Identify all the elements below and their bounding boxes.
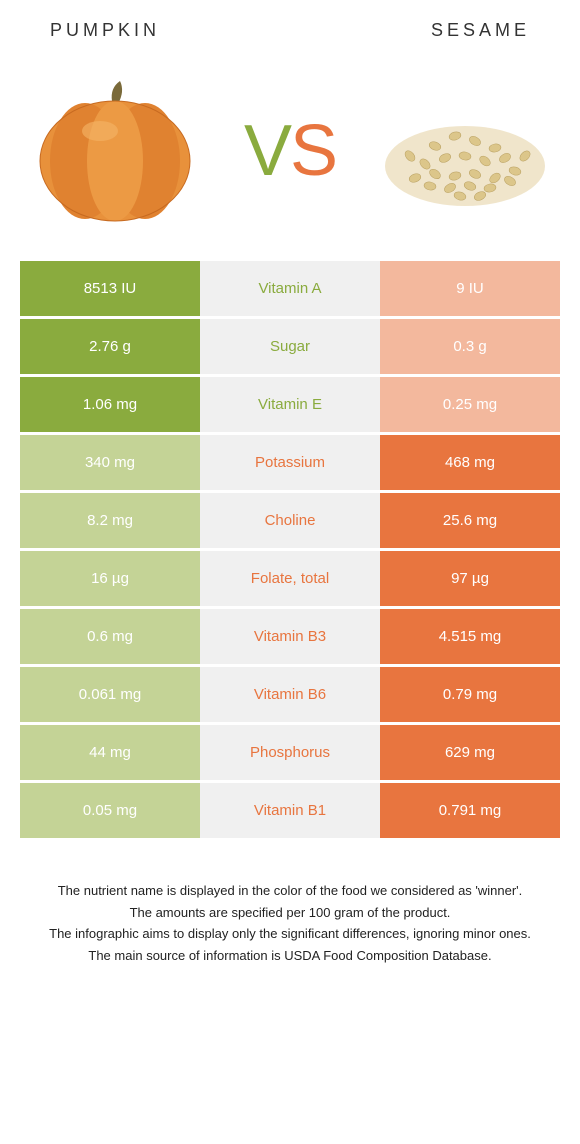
pumpkin-icon: [30, 76, 200, 226]
footnote: The amounts are specified per 100 gram o…: [30, 903, 550, 923]
table-row: 8.2 mgCholine25.6 mg: [20, 493, 560, 551]
value-right: 0.3 g: [380, 319, 560, 374]
value-left: 2.76 g: [20, 319, 200, 374]
table-row: 44 mgPhosphorus629 mg: [20, 725, 560, 783]
vs-s-letter: S: [290, 110, 336, 192]
value-left: 8.2 mg: [20, 493, 200, 548]
value-left: 340 mg: [20, 435, 200, 490]
table-row: 0.061 mgVitamin B60.79 mg: [20, 667, 560, 725]
value-right: 25.6 mg: [380, 493, 560, 548]
value-right: 9 IU: [380, 261, 560, 316]
sesame-image: [370, 71, 560, 231]
pumpkin-image: [20, 71, 210, 231]
value-right: 0.25 mg: [380, 377, 560, 432]
nutrient-label: Vitamin A: [200, 261, 380, 316]
vs-v-letter: V: [244, 110, 290, 192]
footnote: The infographic aims to display only the…: [30, 924, 550, 944]
value-left: 16 µg: [20, 551, 200, 606]
table-row: 340 mgPotassium468 mg: [20, 435, 560, 493]
footnote: The nutrient name is displayed in the co…: [30, 881, 550, 901]
table-row: 0.6 mgVitamin B34.515 mg: [20, 609, 560, 667]
value-left: 0.6 mg: [20, 609, 200, 664]
footnotes: The nutrient name is displayed in the co…: [20, 881, 560, 965]
nutrient-label: Potassium: [200, 435, 380, 490]
value-right: 468 mg: [380, 435, 560, 490]
value-left: 1.06 mg: [20, 377, 200, 432]
value-right: 629 mg: [380, 725, 560, 780]
title-sesame: SESAME: [431, 20, 530, 41]
nutrient-label: Phosphorus: [200, 725, 380, 780]
value-left: 0.061 mg: [20, 667, 200, 722]
table-row: 2.76 gSugar0.3 g: [20, 319, 560, 377]
table-row: 0.05 mgVitamin B10.791 mg: [20, 783, 560, 841]
footnote: The main source of information is USDA F…: [30, 946, 550, 966]
sesame-icon: [375, 86, 555, 216]
value-right: 0.79 mg: [380, 667, 560, 722]
value-right: 0.791 mg: [380, 783, 560, 838]
nutrient-label: Vitamin B3: [200, 609, 380, 664]
value-left: 44 mg: [20, 725, 200, 780]
value-right: 97 µg: [380, 551, 560, 606]
nutrient-label: Vitamin E: [200, 377, 380, 432]
table-row: 8513 IUVitamin A9 IU: [20, 261, 560, 319]
nutrient-label: Vitamin B6: [200, 667, 380, 722]
vs-label: VS: [244, 110, 336, 192]
nutrient-label: Vitamin B1: [200, 783, 380, 838]
nutrient-label: Folate, total: [200, 551, 380, 606]
nutrient-label: Sugar: [200, 319, 380, 374]
header: PUMPKIN SESAME: [20, 20, 560, 61]
images-row: VS: [20, 61, 560, 261]
comparison-table: 8513 IUVitamin A9 IU2.76 gSugar0.3 g1.06…: [20, 261, 560, 841]
title-pumpkin: PUMPKIN: [50, 20, 160, 41]
table-row: 1.06 mgVitamin E0.25 mg: [20, 377, 560, 435]
value-right: 4.515 mg: [380, 609, 560, 664]
table-row: 16 µgFolate, total97 µg: [20, 551, 560, 609]
nutrient-label: Choline: [200, 493, 380, 548]
value-left: 0.05 mg: [20, 783, 200, 838]
value-left: 8513 IU: [20, 261, 200, 316]
